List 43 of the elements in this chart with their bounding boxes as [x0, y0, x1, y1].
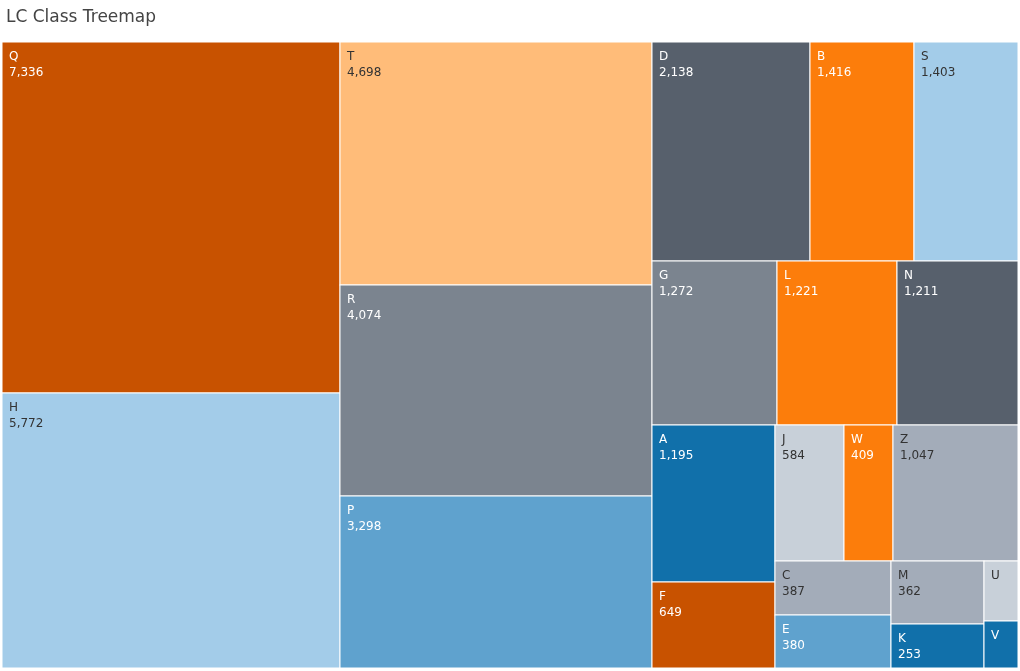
category-label: D [659, 49, 669, 63]
data-label: 584 [782, 448, 805, 462]
data-label: 1,272 [659, 284, 694, 298]
category-label: C [782, 568, 791, 582]
data-label: 1,403 [921, 65, 956, 79]
data-label: 362 [898, 584, 921, 598]
category-label: L [784, 268, 791, 282]
data-label: 253 [898, 647, 921, 661]
category-label: E [782, 622, 790, 636]
category-label: J [781, 432, 786, 446]
data-label: 649 [659, 605, 682, 619]
category-label: S [921, 49, 929, 63]
data-label: 4,074 [347, 308, 382, 322]
category-label: P [347, 503, 355, 517]
category-label: W [851, 432, 863, 446]
text: LC Class Treemap [5, 5, 158, 28]
data-label: 1,221 [784, 284, 819, 298]
category-label: U [991, 568, 1000, 582]
data-label: 387 [782, 584, 805, 598]
category-label: M [898, 568, 909, 582]
data-label: 1,211 [904, 284, 939, 298]
category-label: H [9, 400, 19, 414]
category-label: K [898, 631, 907, 645]
category-label: R [347, 292, 356, 306]
category-label: G [659, 268, 669, 282]
data-label: 5,772 [9, 416, 44, 430]
data-label: 2,138 [659, 65, 694, 79]
category-label: B [817, 49, 826, 63]
data-label: 409 [851, 448, 874, 462]
data-label: 1,416 [817, 65, 852, 79]
data-label: 7,336 [9, 65, 44, 79]
data-label: 4,698 [347, 65, 382, 79]
category-label: Z [900, 432, 909, 446]
category-label: V [991, 628, 1000, 642]
category-label: Q [9, 49, 19, 63]
category-label: F [659, 589, 666, 603]
data-label: 3,298 [347, 519, 382, 533]
category-label: T [346, 49, 355, 63]
data-label: 380 [782, 638, 805, 652]
category-label: N [904, 268, 913, 282]
category-label: A [659, 432, 668, 446]
data-label: 1,195 [659, 448, 694, 462]
data-label: 1,047 [900, 448, 935, 462]
